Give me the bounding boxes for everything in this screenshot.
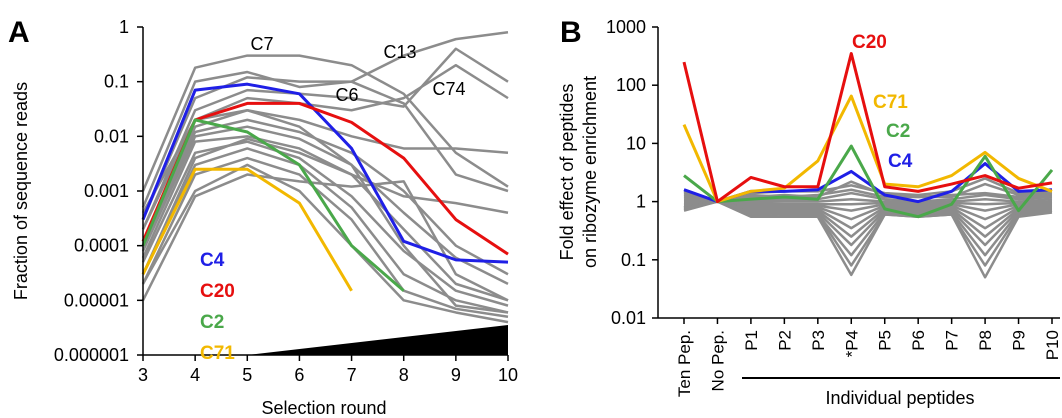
panel-a-y-axis-label: Fraction of sequence reads bbox=[11, 82, 31, 300]
panel-a-series-line-c71 bbox=[141, 167, 353, 292]
panel-a-axes: 0.000001 0.00001 0.0001 0.001 0.01 0.1 1 3 4 5 6 7 8… bbox=[54, 17, 518, 385]
panel-b-y-tick-label: 0.1 bbox=[621, 250, 646, 270]
panel-b-y-tick-label: 10 bbox=[626, 133, 646, 153]
panel-b-category-label: No Pep. bbox=[708, 330, 727, 391]
panel-b-category-label: P6 bbox=[909, 330, 928, 351]
panel-a-legend-c20: C20 bbox=[200, 281, 235, 302]
panel-a-x-tick-label: 7 bbox=[347, 365, 357, 385]
panel-a-background-line-5 bbox=[141, 109, 509, 247]
panel-a-x-tick-label: 3 bbox=[138, 365, 148, 385]
panel-b-category-label: P10 bbox=[1043, 330, 1062, 360]
panel-b-series-labels: C20 C71 C2 C4 bbox=[852, 32, 913, 172]
panel-a-background-line-3 bbox=[141, 47, 509, 230]
panel-a-y-tick-label: 0.000001 bbox=[54, 345, 129, 365]
panel-b-highlighted-series bbox=[682, 52, 1054, 219]
panel-a-legend: C4 C20 C2 C71 bbox=[200, 250, 235, 364]
panel-b-series-line-c71 bbox=[682, 94, 1053, 204]
panel-b-y-tick-label: 100 bbox=[616, 75, 646, 95]
panel-b-category-label: P7 bbox=[943, 330, 962, 351]
panel-a-background-series bbox=[141, 31, 509, 324]
panel-a-x-tick-label: 8 bbox=[399, 365, 409, 385]
panel-a-legend-c71: C71 bbox=[200, 343, 235, 364]
panel-a-wedge-shape bbox=[247, 325, 509, 355]
panel-a-background-line-12 bbox=[141, 163, 509, 324]
panel-a-x-tick-label: 10 bbox=[498, 365, 518, 385]
panel-b-background-line-9 bbox=[683, 200, 1053, 257]
panel-b-label-c4: C4 bbox=[888, 151, 913, 172]
panel-b-background-line-0 bbox=[683, 188, 1053, 203]
panel-b-background-line-11 bbox=[683, 200, 1053, 279]
panel-b-category-label: Ten Pep. bbox=[675, 330, 694, 397]
panel-a-background-line-6 bbox=[141, 118, 509, 276]
panel-b-category-label: P1 bbox=[742, 330, 761, 351]
panel-a-annotation-c13: C13 bbox=[383, 42, 416, 62]
panel-b-category-label: P5 bbox=[876, 330, 895, 351]
panel-b-series-line-c20 bbox=[682, 52, 1053, 204]
panel-b-category-label: P3 bbox=[809, 330, 828, 351]
panel-a-x-axis-label: Selection round bbox=[261, 398, 386, 418]
panel-a-y-tick-label: 0.00001 bbox=[64, 290, 129, 310]
panel-b-y-axis-label-line1: Fold effect of peptides bbox=[557, 84, 577, 261]
panel-a-annotation-c7: C7 bbox=[250, 34, 273, 54]
panel-b-series-line-c2 bbox=[683, 144, 1054, 219]
panel-a-background-line-2 bbox=[141, 76, 509, 221]
panel-a-background-line-8 bbox=[141, 135, 509, 302]
panel-a-annotation-c6: C6 bbox=[335, 85, 358, 105]
panel-b-background-line-13 bbox=[683, 180, 1053, 203]
panel-a-letter: A bbox=[8, 16, 30, 49]
panel-b-letter: B bbox=[560, 16, 582, 49]
panel-b-label-c20: C20 bbox=[852, 32, 887, 53]
panel-a-series-line-c4 bbox=[141, 82, 509, 264]
panel-a-series-line-c2 bbox=[141, 118, 405, 292]
panel-b-y-tick-label: 1000 bbox=[606, 17, 646, 37]
panel-b-background-line-5 bbox=[683, 200, 1053, 221]
panel-a-legend-c4: C4 bbox=[200, 250, 225, 271]
panel-a-background-line-7 bbox=[141, 125, 509, 285]
panel-a-annotation-c74: C74 bbox=[432, 79, 465, 99]
panel-a-shaded-wedge bbox=[247, 325, 509, 355]
panel-b-background-line-7 bbox=[683, 200, 1053, 238]
panel-a-x-tick-label: 9 bbox=[451, 365, 461, 385]
panel-b-y-tick-label: 1 bbox=[636, 192, 646, 212]
panel-a-x-tick-label: 4 bbox=[190, 365, 200, 385]
panel-a-y-tick-label: 0.001 bbox=[84, 181, 129, 201]
panel-b-category-label: P2 bbox=[775, 330, 794, 351]
panel-a-highlighted-series bbox=[141, 82, 509, 292]
panel-a-y-tick-label: 0.0001 bbox=[74, 236, 129, 256]
panel-a-y-tick-label: 0.01 bbox=[94, 126, 129, 146]
panel-a-annotations: C7 C13 C6 C74 bbox=[250, 34, 465, 105]
panel-a-x-tick-label: 5 bbox=[242, 365, 252, 385]
panel-b-y-tick-label: 0.01 bbox=[611, 308, 646, 328]
panel-a-background-line-0 bbox=[141, 54, 509, 192]
panel-a-background-line-1 bbox=[141, 31, 509, 208]
panel-a-background-line-9 bbox=[141, 140, 509, 307]
panel-b-background-line-10 bbox=[683, 200, 1053, 267]
panel-a-y-tick-label: 0.1 bbox=[104, 72, 129, 92]
panel-b-background-series bbox=[683, 177, 1053, 279]
panel-b-label-c2: C2 bbox=[886, 121, 910, 142]
panel-b-category-label: P8 bbox=[976, 330, 995, 351]
panel-b-category-label: P9 bbox=[1010, 330, 1029, 351]
panel-a-x-tick-label: 6 bbox=[294, 365, 304, 385]
panel-a-background-line-11 bbox=[141, 156, 509, 319]
panel-b-group-label: Individual peptides bbox=[825, 388, 974, 408]
panel-a-series-line-c20 bbox=[141, 101, 509, 256]
panel-b-label-c71: C71 bbox=[873, 92, 908, 113]
panel-b-category-label: *P4 bbox=[842, 330, 861, 357]
panel-a-background-line-13 bbox=[141, 173, 509, 302]
panel-b-background-line-6 bbox=[683, 200, 1053, 230]
panel-b-background-line-8 bbox=[683, 200, 1053, 247]
panel-a-background-line-14 bbox=[141, 137, 509, 275]
panel-a-y-tick-label: 1 bbox=[119, 17, 129, 37]
panel-b-y-axis-label-line2: on ribozyme enrichment bbox=[580, 76, 600, 268]
panel-b-axes: 0.01 0.1 1 10 100 1000 Ten Pep. No Pep. P1 P2 P3 *P… bbox=[606, 17, 1062, 397]
panel-a-legend-c2: C2 bbox=[200, 312, 224, 333]
